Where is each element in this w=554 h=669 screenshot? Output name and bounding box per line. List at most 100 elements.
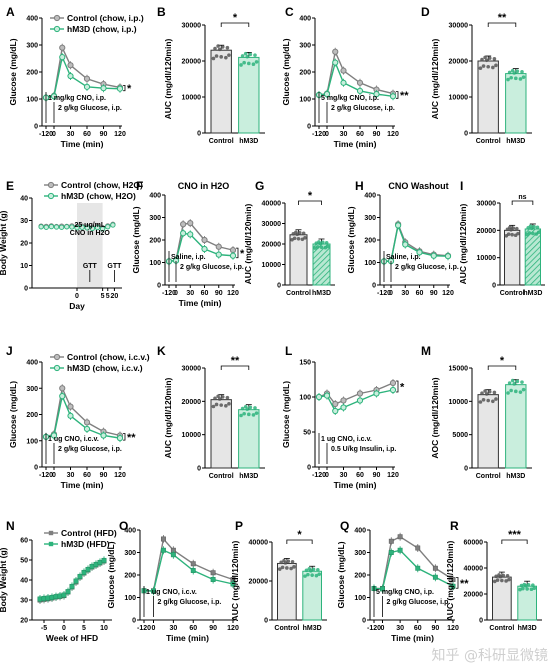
y-tick-label: 0 (157, 283, 161, 290)
data-dot (251, 413, 256, 417)
category-label: Control (476, 138, 501, 145)
data-point (388, 538, 394, 544)
data-point (43, 224, 49, 230)
data-point (450, 583, 456, 589)
data-point (430, 252, 437, 259)
significance-bracket (501, 539, 528, 544)
data-point (89, 225, 96, 232)
x-tick-label: 90 (431, 625, 439, 632)
data-dot (280, 565, 285, 570)
data-point (356, 397, 364, 404)
data-dot (254, 60, 259, 64)
data-dot (527, 231, 532, 235)
legend-marker (47, 192, 55, 200)
significance-mark: * (297, 529, 302, 541)
y-tick-label: 0 (307, 465, 311, 472)
data-dot (213, 396, 217, 401)
data-dot (316, 567, 320, 572)
data-dot (220, 395, 225, 399)
data-point (81, 569, 87, 575)
data-point (69, 224, 75, 230)
data-dot (525, 587, 529, 591)
series-line-1 (318, 389, 394, 412)
data-dot (508, 225, 512, 230)
x-tick-label: 10 (100, 625, 108, 632)
data-dot (518, 587, 522, 592)
data-dot (515, 69, 520, 74)
x-axis-label: Time (min) (179, 298, 222, 308)
y-axis-label: Glucose (mg/dL) (8, 381, 18, 448)
y-tick-label: 300 (26, 386, 38, 393)
x-axis-label: Time (min) (166, 633, 209, 643)
bar-control (210, 49, 232, 134)
data-dot (535, 225, 540, 230)
data-dot (519, 583, 524, 588)
significance-bracket (396, 91, 399, 99)
data-dot (531, 583, 535, 587)
data-dot (310, 573, 314, 577)
data-point (59, 385, 66, 392)
annotation: 5 mg/kg CNO, i.p. (321, 95, 379, 102)
data-point (190, 568, 196, 573)
legend-marker (47, 181, 55, 189)
data-dot (320, 240, 325, 245)
category-label: Control (209, 473, 234, 480)
panel-letter: P (235, 519, 243, 533)
panel-letter: H (355, 179, 364, 193)
data-point (61, 592, 67, 598)
data-point (388, 550, 394, 555)
significance-bracket (487, 365, 517, 370)
data-dot (289, 566, 293, 571)
x-tick-label: 90 (215, 290, 223, 297)
legend-marker (48, 541, 54, 547)
legend-entry: hM3D (chow, H2O) (61, 191, 136, 201)
data-point (340, 404, 347, 411)
data-point (41, 595, 47, 601)
data-dot (507, 577, 511, 582)
series-line-0 (144, 537, 234, 592)
panel-O: O 0 100 200 300 400 Glucose (mg/dL) -120 0 30 60 90… (106, 519, 239, 643)
significance-mark: * (127, 83, 132, 95)
category-label: hM3D (239, 473, 258, 480)
x-tick-label: 30 (67, 131, 75, 138)
significance-mark: *** (508, 529, 522, 541)
data-point (332, 407, 339, 415)
annotation: GTT (83, 263, 98, 270)
category-label: hM3D (518, 625, 537, 632)
y-tick-label: 40000 (249, 540, 269, 547)
data-dot (514, 389, 518, 394)
data-point (93, 561, 99, 567)
significance-bracket (487, 22, 517, 27)
significance-bracket (396, 380, 399, 393)
y-tick-label: 0 (479, 618, 483, 625)
y-tick-label: 40000 (464, 566, 484, 573)
category-label: Control (489, 625, 514, 632)
data-point (73, 578, 79, 584)
x-tick-label: 120 (114, 472, 126, 479)
legend-marker (48, 530, 54, 536)
y-tick-label: 200 (124, 573, 136, 580)
y-tick-label: 400 (26, 360, 38, 367)
data-dot (480, 391, 484, 396)
data-point (373, 91, 380, 98)
data-dot (532, 224, 536, 229)
data-point (380, 586, 385, 592)
y-tick-label: 150 (299, 360, 311, 367)
significance-mark: ns (518, 194, 526, 201)
data-point (416, 249, 423, 256)
data-dot (497, 573, 501, 577)
data-dot (253, 53, 257, 57)
data-dot (494, 574, 498, 579)
x-tick-label: -120 (312, 131, 326, 138)
data-dot (227, 53, 231, 57)
data-point (187, 231, 194, 238)
data-dot (243, 51, 248, 56)
y-tick-label: 200 (299, 70, 311, 77)
data-dot (220, 45, 225, 49)
data-dot (285, 566, 289, 570)
data-dot (216, 44, 220, 48)
data-dot (492, 57, 497, 61)
